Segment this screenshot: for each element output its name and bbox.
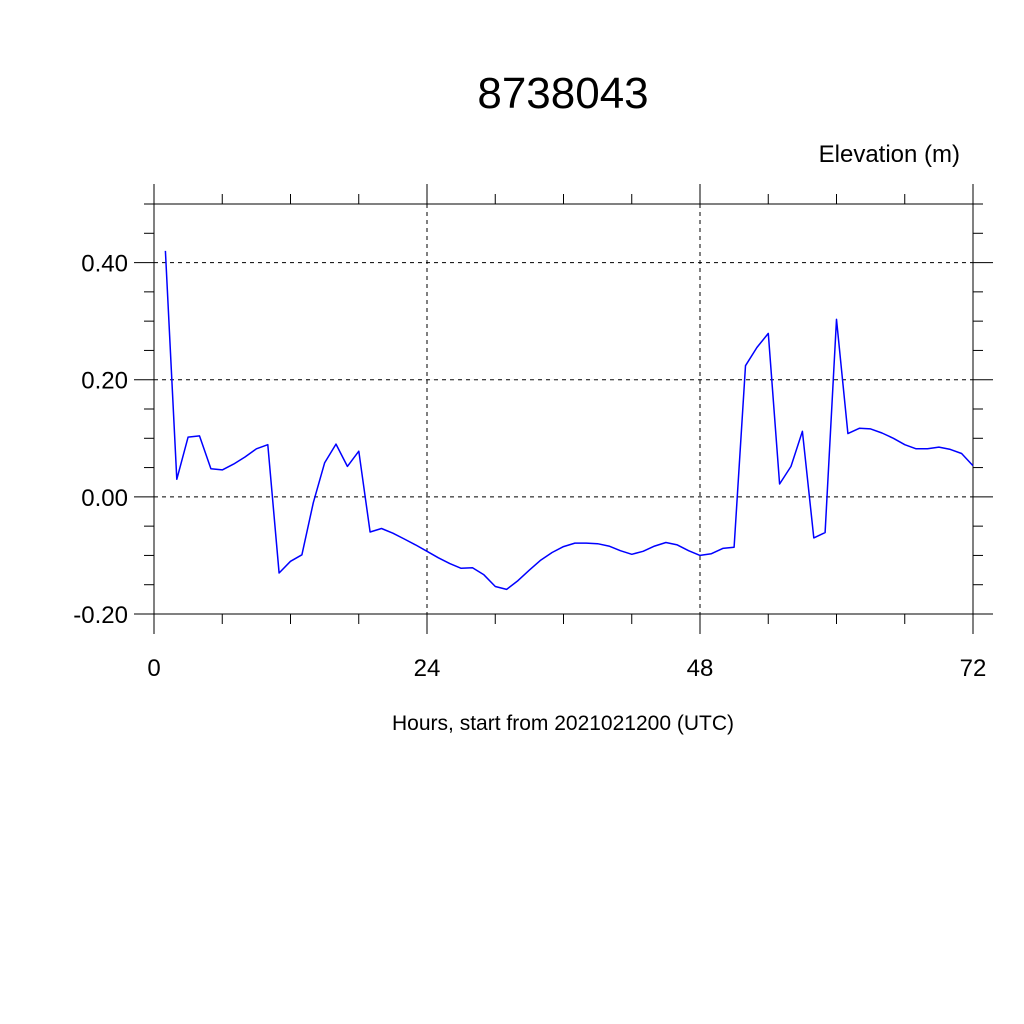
series-line <box>164 250 974 591</box>
chart-title: 8738043 <box>477 69 648 118</box>
y-tick-label: 0.20 <box>81 368 128 395</box>
tick-labels: 0 24 48 72 -0.20 0.00 0.20 0.40 <box>73 251 986 682</box>
axes <box>134 184 993 634</box>
y-tick-label: 0.40 <box>81 251 128 278</box>
y-axis-label: Elevation (m) <box>819 141 960 168</box>
y-tick-label: 0.00 <box>81 485 128 512</box>
series-group <box>164 250 974 591</box>
x-tick-label: 48 <box>687 655 714 682</box>
grid <box>154 204 973 614</box>
x-tick-label: 0 <box>147 655 160 682</box>
x-tick-label: 24 <box>414 655 441 682</box>
x-tick-label: 72 <box>960 655 987 682</box>
x-axis-label: Hours, start from 2021021200 (UTC) <box>392 712 734 735</box>
y-tick-label: -0.20 <box>73 602 128 629</box>
